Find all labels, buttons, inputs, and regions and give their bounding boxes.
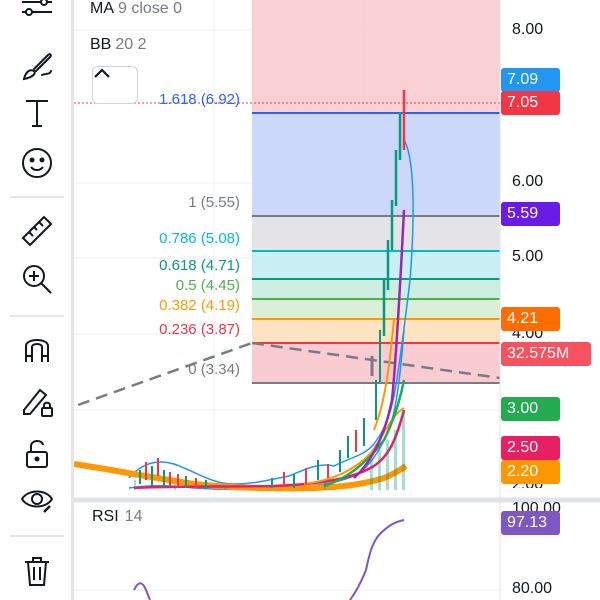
fib-label-0: 0 (3.34) [188, 361, 240, 378]
price-badge-high: 7.09 [501, 68, 560, 92]
volume-bars [134, 410, 405, 490]
pencil-lock-icon [23, 388, 53, 417]
smiley-icon [22, 148, 52, 178]
price-badge-amber: 2.20 [501, 460, 560, 484]
eye-icon [20, 490, 54, 513]
magnet-tool-button[interactable] [14, 328, 60, 370]
bb-legend[interactable]: BB 20 2 [90, 36, 147, 53]
zoom-in-icon [23, 265, 52, 294]
chart-canvas[interactable] [74, 0, 600, 600]
fib-label-0382: 0.382 (4.19) [159, 297, 240, 314]
fib-label-05: 0.5 (4.45) [175, 277, 240, 294]
ma-legend[interactable]: MA 9 close 0 [90, 0, 183, 17]
brush-icon [22, 53, 52, 81]
rsi-legend[interactable]: RSI 14 [92, 508, 143, 525]
drawing-toolbar [0, 0, 74, 600]
bb-upper-band[interactable] [128, 139, 414, 485]
text-tool-button[interactable] [14, 92, 60, 134]
chevron-up-icon [94, 68, 110, 78]
price-badge-orange: 4.21 [501, 307, 560, 331]
visibility-tool-button[interactable] [14, 478, 60, 520]
brush-tool-button[interactable] [14, 45, 60, 87]
fib-zone-0382 [252, 319, 500, 343]
trendline-rising[interactable] [77, 341, 253, 407]
fib-label-0618: 0.618 (4.71) [159, 257, 240, 274]
ma-orange-short-line[interactable] [373, 319, 395, 431]
rsi-line[interactable] [133, 519, 405, 600]
rsi-tick: 80.00 [512, 580, 553, 597]
price-badge-purple: 5.59 [501, 202, 560, 226]
fib-zone-1618 [252, 113, 500, 216]
toolbar-divider [10, 315, 64, 317]
price-candles[interactable] [139, 90, 406, 489]
fib-zone-extension-top [252, 0, 500, 113]
ma-long-line[interactable] [74, 461, 408, 492]
price-tick: 8.00 [512, 21, 544, 38]
price-tick: 6.00 [512, 173, 544, 190]
ma-short-line[interactable] [133, 409, 406, 490]
trendline-falling[interactable] [251, 341, 501, 380]
unlock-tool-button[interactable] [14, 432, 60, 474]
toolbar-divider [10, 535, 64, 537]
zoom-in-tool-button[interactable] [14, 258, 60, 300]
ma-green-line[interactable] [323, 379, 406, 488]
unlock-icon [26, 440, 48, 468]
lock-drawing-tool-button[interactable] [14, 380, 60, 422]
ruler-icon [21, 215, 53, 247]
fib-label-1618: 1.618 (6.92) [159, 91, 240, 108]
trash-tool-button[interactable] [14, 550, 60, 592]
fib-label-0786: 0.786 (5.08) [159, 230, 240, 247]
trash-icon [25, 557, 49, 586]
fib-zone-1 [252, 216, 500, 251]
collapse-legend-button[interactable] [92, 66, 138, 104]
fib-retracement-icon [22, 0, 52, 16]
ruler-tool-button[interactable] [14, 210, 60, 252]
volume-badge: 32.575M [501, 342, 591, 366]
emoji-tool-button[interactable] [14, 142, 60, 184]
fib-retracement-tool-button[interactable] [14, 0, 60, 34]
fib-label-0236: 0.236 (3.87) [159, 321, 240, 338]
magnet-icon [25, 339, 49, 362]
fib-zone-05 [252, 299, 500, 319]
rsi-value-badge: 97.13 [501, 511, 560, 535]
chart-area[interactable]: MA 9 close 0 BB 20 2 1.618 (6.92) 1 (5.55)… [74, 0, 600, 600]
price-badge-last: 7.05 [501, 91, 560, 115]
price-tick: 5.00 [512, 248, 544, 265]
fib-zone-0236 [252, 343, 500, 383]
text-icon [26, 100, 48, 127]
price-badge-green: 3.00 [501, 397, 560, 421]
fib-label-1: 1 (5.55) [188, 194, 240, 211]
ma-purple-line[interactable] [353, 209, 406, 479]
fib-zone-0786 [252, 251, 500, 279]
fib-zone-0618 [252, 279, 500, 299]
price-badge-pink: 2.50 [501, 436, 560, 460]
toolbar-divider [10, 196, 64, 198]
